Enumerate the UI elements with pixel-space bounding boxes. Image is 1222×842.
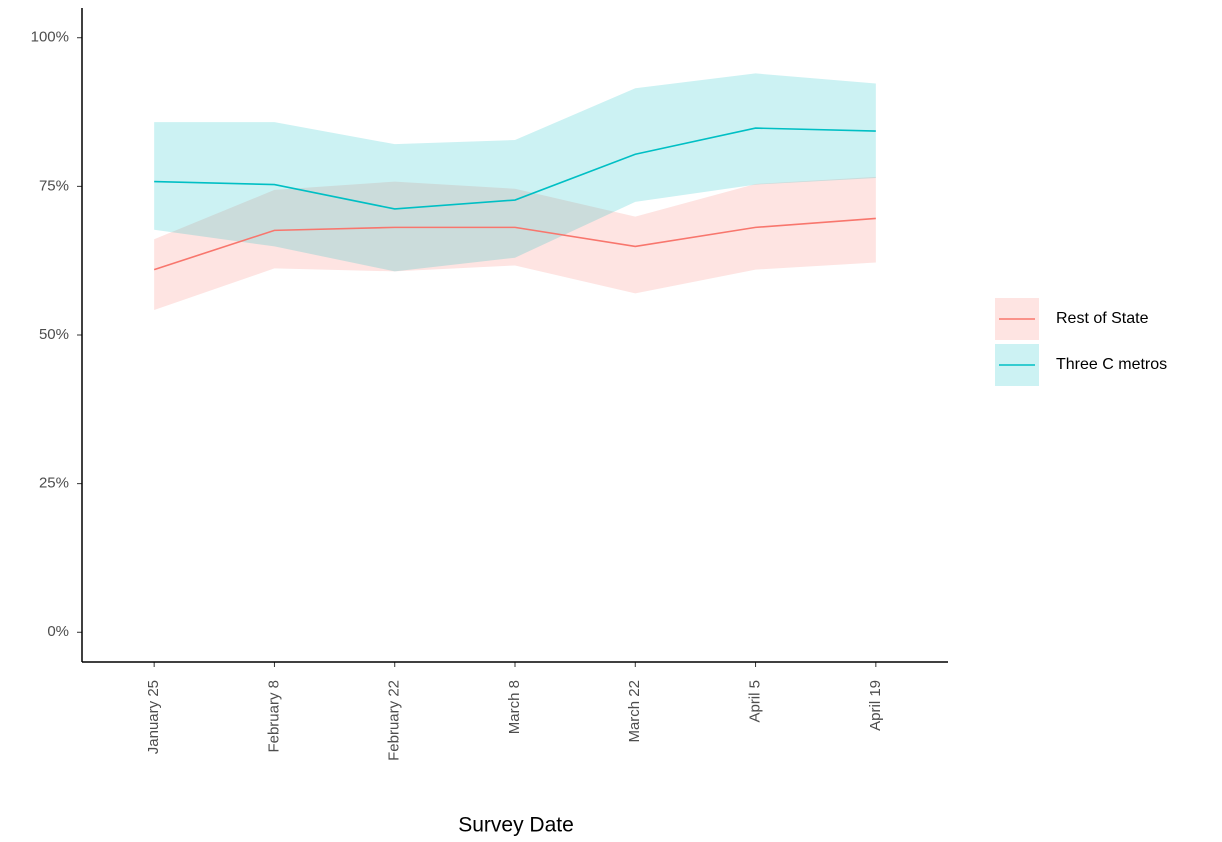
y-tick-label: 0% xyxy=(47,623,69,640)
y-tick-label: 100% xyxy=(31,29,69,46)
x-tick-label: February 22 xyxy=(386,680,403,761)
legend-label: Rest of State xyxy=(1056,310,1149,327)
x-tick-label: March 22 xyxy=(626,680,643,743)
confidence-band xyxy=(154,176,876,311)
x-tick-label: January 25 xyxy=(145,680,162,754)
y-tick-label: 25% xyxy=(39,475,69,492)
x-tick-label: February 8 xyxy=(265,680,282,753)
x-tick-label: April 19 xyxy=(867,680,884,731)
x-axis-title: Survey Date xyxy=(458,814,574,837)
y-tick-label: 75% xyxy=(39,177,69,194)
x-tick-label: March 8 xyxy=(506,680,523,734)
x-tick-label: April 5 xyxy=(747,680,764,723)
y-tick-label: 50% xyxy=(39,326,69,343)
line xyxy=(154,127,876,210)
legend-label: Three C metros xyxy=(1056,356,1167,373)
confidence-band xyxy=(154,73,876,272)
line xyxy=(153,217,876,271)
